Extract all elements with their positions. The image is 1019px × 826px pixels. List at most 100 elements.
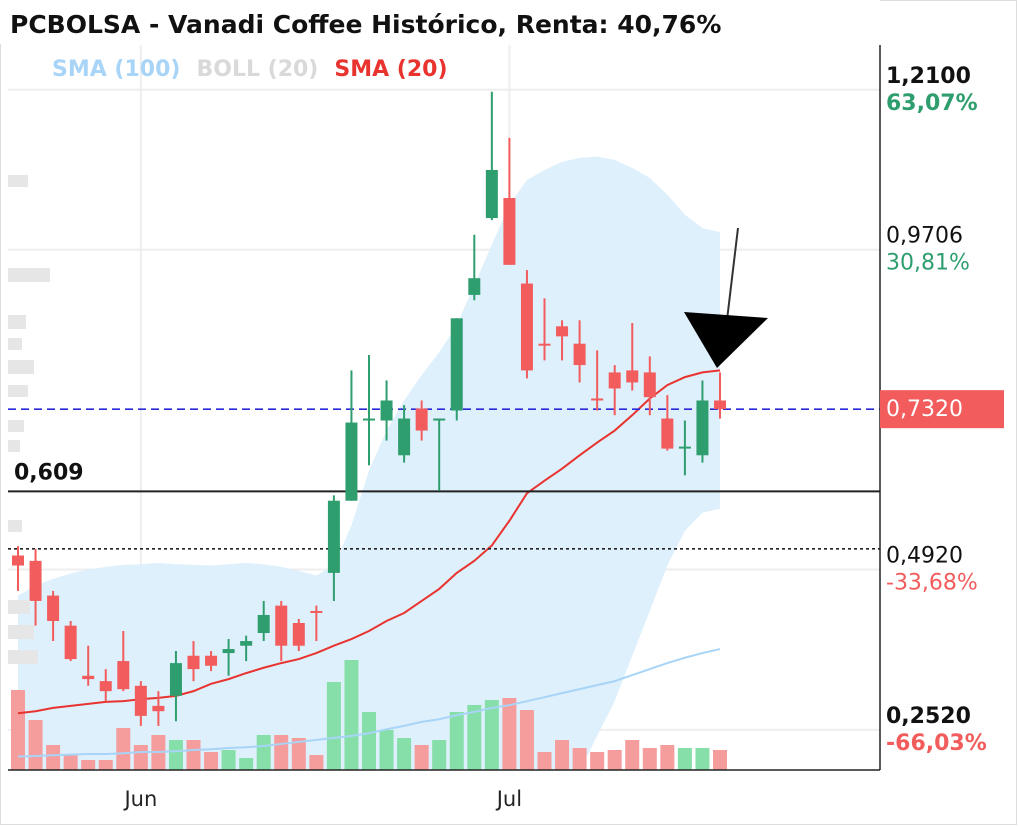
volume-bar <box>713 750 727 770</box>
candle-body <box>363 418 375 421</box>
candle-body <box>433 418 446 421</box>
candle-body <box>380 400 393 421</box>
candle-body <box>608 372 621 389</box>
candle-body <box>398 418 411 456</box>
candle-body <box>643 372 656 398</box>
volume-bar <box>449 712 464 770</box>
y-tick-change: 30,81% <box>886 251 970 276</box>
volume-bar <box>397 738 412 770</box>
volume-bar <box>81 760 96 770</box>
volume-bar <box>677 748 692 770</box>
candle-body <box>152 705 165 712</box>
candle-body <box>64 625 77 660</box>
level-label: 0,609 <box>14 460 84 485</box>
candle-body <box>310 610 323 613</box>
candle-body <box>345 422 358 501</box>
y-tick-label: 1,2100 <box>886 64 971 89</box>
volume-bar <box>46 745 61 770</box>
candle-body <box>117 661 130 690</box>
volume-bar <box>432 740 447 770</box>
candle-body <box>47 595 60 621</box>
candle-body <box>327 500 340 573</box>
y-tick-label: 0,9706 <box>886 224 963 249</box>
volume-bar <box>379 730 394 770</box>
volume-bar <box>555 740 570 770</box>
candle-body <box>292 622 305 646</box>
candle-body <box>205 655 218 666</box>
y-tick-change: -66,03% <box>886 731 987 756</box>
volume-bar <box>204 752 219 770</box>
candle-body <box>573 343 586 366</box>
volume-bar <box>625 740 640 770</box>
line-series <box>17 648 721 758</box>
volume-bar <box>63 755 78 770</box>
candle-body <box>82 675 95 680</box>
annotation-arrow <box>684 227 768 368</box>
candle-body <box>415 408 428 431</box>
candle-body <box>12 555 24 566</box>
candle-body <box>134 685 147 716</box>
volume-bar <box>28 720 43 770</box>
volume-bar <box>256 735 271 770</box>
volume-bar <box>660 745 675 770</box>
volume-bar <box>116 728 131 770</box>
candle-body <box>556 326 569 337</box>
candle-body <box>626 370 639 383</box>
y-tick-label: 0,4920 <box>886 544 963 569</box>
volume-bar <box>484 700 499 770</box>
candle-body <box>714 400 726 410</box>
volume-bar <box>168 740 183 770</box>
volume-bar <box>221 750 236 770</box>
title-bar <box>0 0 880 44</box>
candle-body <box>538 343 551 346</box>
volume-bar <box>326 682 341 770</box>
legend-entry: BOLL (20) <box>196 57 318 82</box>
volume-bar <box>467 705 482 770</box>
volume-bar <box>537 752 552 770</box>
volume-bar <box>607 750 622 770</box>
volume-bar <box>695 748 710 770</box>
price-tag-label: 0,7320 <box>886 397 963 422</box>
candle-body <box>169 663 182 696</box>
volume-bar <box>98 760 113 770</box>
candle-body <box>187 655 200 670</box>
plot-area: 0,609 <box>8 45 880 770</box>
x-tick-label: Jun <box>122 787 157 811</box>
candle-body <box>257 614 270 634</box>
volume-bar <box>362 712 376 770</box>
candle-body <box>661 418 674 449</box>
candle-body <box>485 169 498 219</box>
volume-bar <box>344 660 359 770</box>
y-tick-label: 0,2520 <box>886 704 971 729</box>
volume-bar <box>11 690 25 770</box>
candle-body <box>503 198 516 265</box>
y-tick-change: 63,07% <box>886 91 978 116</box>
candle-body <box>591 398 604 401</box>
candle-body <box>450 318 463 411</box>
candle-body <box>275 605 288 646</box>
volume-bar <box>642 748 657 770</box>
y-tick-change: -33,68% <box>886 571 978 596</box>
volume-bar <box>186 740 201 770</box>
candle-body <box>29 560 42 601</box>
candle-body <box>678 446 691 449</box>
x-tick-label: Jul <box>495 787 522 811</box>
volume-bar <box>414 745 429 770</box>
candle-body <box>520 283 533 371</box>
volume-bar <box>572 748 587 770</box>
volume-profile <box>8 175 50 664</box>
candle-body <box>468 278 481 295</box>
candle-body <box>240 641 253 646</box>
volume-bar <box>519 710 534 770</box>
volume-bar <box>502 698 517 770</box>
volume-bar <box>133 745 148 770</box>
chart-title: PCBOLSA - Vanadi Coffee Histórico, Renta… <box>10 10 721 39</box>
volume-bar <box>239 758 254 770</box>
volume-bar <box>274 735 289 770</box>
price-tag <box>880 390 1004 429</box>
volume-bar <box>309 755 324 770</box>
volume-bar <box>590 752 605 770</box>
legend-entry: SMA (100) <box>52 57 180 82</box>
candle-body <box>222 649 235 654</box>
